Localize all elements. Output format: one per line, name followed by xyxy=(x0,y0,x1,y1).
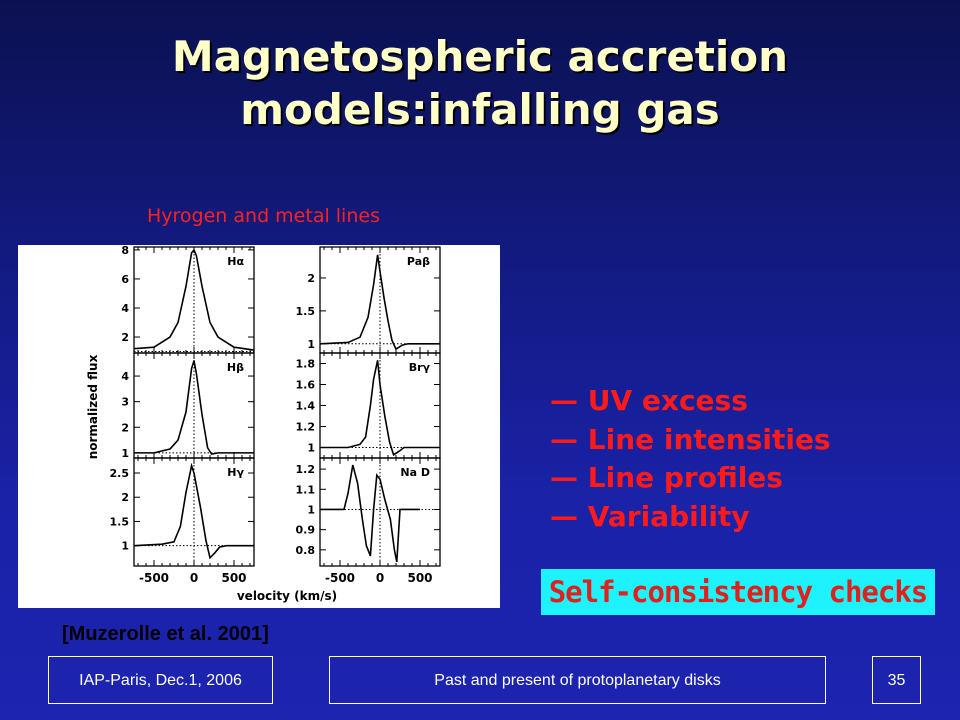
reference-citation: [Muzerolle et al. 2001] xyxy=(62,623,269,645)
y-tick-label: 1.2 xyxy=(296,463,316,476)
x-tick-label: -500 xyxy=(139,571,169,585)
footer-event: IAP-Paris, Dec.1, 2006 xyxy=(48,656,273,704)
x-tick-label: 500 xyxy=(407,571,432,585)
title-line-1: Magnetospheric accretion xyxy=(171,32,789,81)
line-profiles-chart: 2 4 6 8 Hα 1 1.5 2 Paβ 1 2 3 4 Hβ 1 1.2 1.4 1.6 1.8 Brγ 1 1.5… xyxy=(86,244,441,603)
line-profile-curve xyxy=(133,462,254,560)
panel-label: Hα xyxy=(227,255,244,268)
bullet-list: — UV excess — Line intensities — Line pr… xyxy=(550,382,831,536)
footer-page-number: 35 xyxy=(872,656,921,704)
y-tick-label: 1.5 xyxy=(296,305,316,318)
y-tick-label: 8 xyxy=(121,245,129,257)
bullet-item: — Variability xyxy=(550,499,750,533)
title-line-2: models:infalling gas xyxy=(240,85,720,134)
y-tick-label: 1 xyxy=(121,540,129,553)
y-tick-label: 2 xyxy=(121,331,129,344)
y-tick-label: 2 xyxy=(307,272,315,285)
y-tick-label: 2 xyxy=(121,421,129,434)
line-profile-curve xyxy=(320,464,420,563)
panel-label: Hγ xyxy=(227,466,244,479)
panel-label: Hβ xyxy=(227,361,244,374)
x-tick-label: 0 xyxy=(376,571,384,585)
line-profiles-figure: 2 4 6 8 Hα 1 1.5 2 Paβ 1 2 3 4 Hβ 1 1.2 1.4 1.6 1.8 Brγ 1 1.5… xyxy=(18,244,500,608)
y-tick-label: 4 xyxy=(121,370,129,383)
x-axis-label: velocity (km/s) xyxy=(237,589,337,603)
line-profile-curve xyxy=(133,248,255,351)
bullet-item: — Line profiles xyxy=(550,461,783,494)
panel-label: Na D xyxy=(400,466,430,479)
line-profile-curve xyxy=(319,254,440,351)
y-tick-label: 1 xyxy=(121,447,129,460)
y-tick-label: 1 xyxy=(307,503,315,516)
line-profile-curve xyxy=(320,360,440,457)
x-tick-label: 0 xyxy=(190,571,198,585)
y-tick-label: 1 xyxy=(307,442,315,455)
y-tick-label: 6 xyxy=(121,273,129,286)
bullet-item: — Line intensities xyxy=(550,422,831,456)
y-tick-label: 0.9 xyxy=(296,524,316,537)
y-tick-label: 1.1 xyxy=(296,483,316,496)
y-axis-label: normalized flux xyxy=(86,354,100,459)
slide-title: Magnetospheric accretion models:infallin… xyxy=(0,30,960,136)
y-tick-label: 1.4 xyxy=(296,400,316,413)
figure-caption: Hyrogen and metal lines xyxy=(147,205,380,227)
y-tick-label: 0.8 xyxy=(296,544,316,557)
self-consistency-highlight: Self-consistency checks xyxy=(541,569,935,615)
y-tick-label: 1 xyxy=(307,338,315,351)
footer-talk-title: Past and present of protoplanetary disks xyxy=(329,656,826,704)
panel-label: Paβ xyxy=(407,255,430,268)
y-tick-label: 4 xyxy=(121,302,129,315)
panel-label: Brγ xyxy=(409,361,431,374)
x-tick-label: -500 xyxy=(325,571,355,585)
y-tick-label: 2 xyxy=(121,491,129,504)
y-tick-label: 1.8 xyxy=(296,358,316,371)
y-tick-label: 2.5 xyxy=(110,467,130,480)
x-tick-label: 500 xyxy=(221,571,246,585)
line-profile-curve xyxy=(134,360,254,456)
y-tick-label: 1.2 xyxy=(296,421,316,434)
y-tick-label: 3 xyxy=(121,396,129,409)
y-tick-label: 1.6 xyxy=(296,379,316,392)
bullet-item: — UV excess xyxy=(550,384,748,417)
y-tick-label: 1.5 xyxy=(110,515,130,528)
